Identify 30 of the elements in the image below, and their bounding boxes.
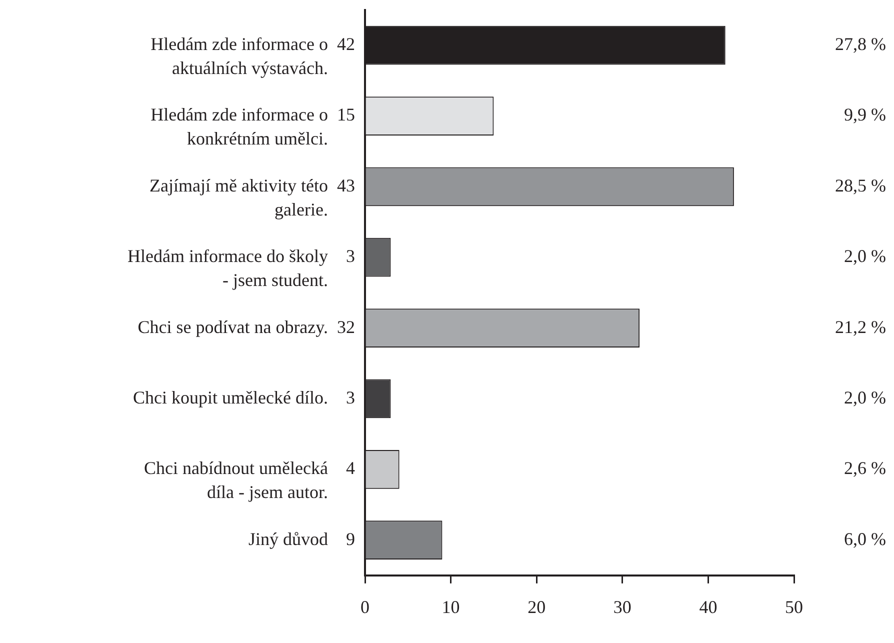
text: 21,2 % xyxy=(835,316,886,337)
y-tick-label: Zajímají mě aktivity této galerie. xyxy=(150,175,328,220)
data-label: 32 xyxy=(337,316,355,337)
y-tick-label: Chci se podívat na obrazy. xyxy=(138,316,328,337)
x-tick-label: 50 xyxy=(785,596,803,617)
y-tick-label: Hledám zde informace o aktuálních výstavách. xyxy=(150,34,328,78)
x-tick-label: 0 xyxy=(360,596,370,617)
y-tick-label: Hledám informace do školy - jsem student. xyxy=(128,246,328,290)
text: 27,8 % xyxy=(835,34,886,54)
text: 2,0 % xyxy=(844,387,886,408)
x-tick-label: 10 xyxy=(442,596,460,617)
data-label: 3 xyxy=(346,246,355,266)
text: 9,9 % xyxy=(844,104,886,125)
text: 2,6 % xyxy=(844,458,886,478)
data-label: 42 xyxy=(337,34,355,54)
data-label: 4 xyxy=(346,458,355,478)
text: 6,0 % xyxy=(844,528,886,549)
y-tick-label: Hledám zde informace o konkrétním umělci. xyxy=(150,104,328,149)
y-tick-label: Jiný důvod xyxy=(248,528,328,549)
data-label: 15 xyxy=(337,104,355,125)
x-tick-label: 40 xyxy=(699,596,718,617)
y-tick-label: Chci koupit umělecké dílo. xyxy=(133,387,328,408)
data-label: 43 xyxy=(337,175,355,196)
y-tick-label: Chci nabídnout umělecká díla - jsem autor. xyxy=(144,458,328,502)
x-tick-label: 20 xyxy=(528,596,546,617)
text: 28,5 % xyxy=(835,175,886,196)
x-tick-label: 30 xyxy=(613,596,632,617)
data-label: 9 xyxy=(346,528,355,549)
text: 2,0 % xyxy=(844,246,886,266)
data-label: 3 xyxy=(346,387,355,408)
